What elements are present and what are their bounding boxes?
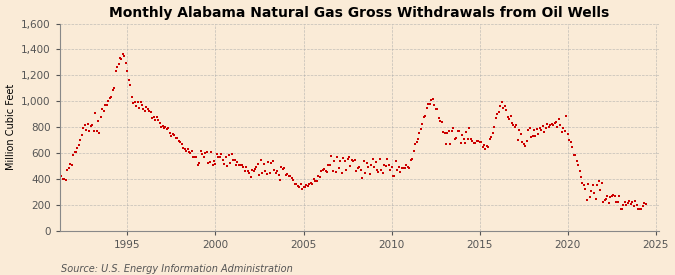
Text: Source: U.S. Energy Information Administration: Source: U.S. Energy Information Administ… [61,264,292,274]
Title: Monthly Alabama Natural Gas Gross Withdrawals from Oil Wells: Monthly Alabama Natural Gas Gross Withdr… [109,6,610,20]
Y-axis label: Million Cubic Feet: Million Cubic Feet [5,84,16,170]
